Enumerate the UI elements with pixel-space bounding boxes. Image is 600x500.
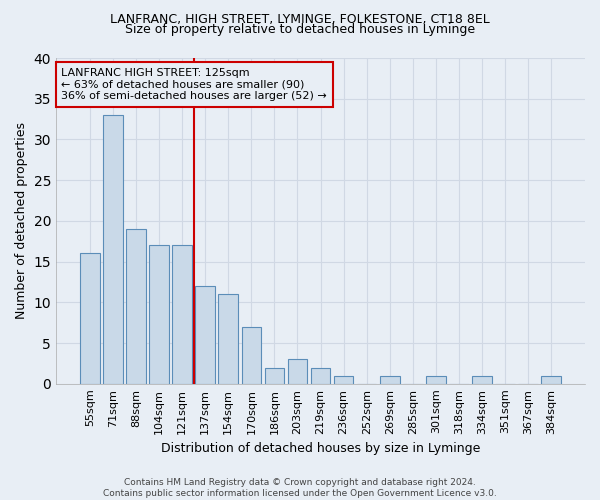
Text: LANFRANC HIGH STREET: 125sqm
← 63% of detached houses are smaller (90)
36% of se: LANFRANC HIGH STREET: 125sqm ← 63% of de… xyxy=(61,68,327,101)
Bar xyxy=(242,327,261,384)
Bar xyxy=(218,294,238,384)
Bar xyxy=(380,376,400,384)
Bar xyxy=(172,246,192,384)
X-axis label: Distribution of detached houses by size in Lyminge: Distribution of detached houses by size … xyxy=(161,442,480,455)
Bar xyxy=(196,286,215,384)
Y-axis label: Number of detached properties: Number of detached properties xyxy=(15,122,28,320)
Bar xyxy=(334,376,353,384)
Bar xyxy=(149,246,169,384)
Bar xyxy=(103,115,123,384)
Text: Contains HM Land Registry data © Crown copyright and database right 2024.
Contai: Contains HM Land Registry data © Crown c… xyxy=(103,478,497,498)
Bar xyxy=(80,254,100,384)
Bar xyxy=(311,368,331,384)
Bar xyxy=(126,229,146,384)
Text: LANFRANC, HIGH STREET, LYMINGE, FOLKESTONE, CT18 8EL: LANFRANC, HIGH STREET, LYMINGE, FOLKESTO… xyxy=(110,12,490,26)
Bar xyxy=(287,360,307,384)
Bar xyxy=(265,368,284,384)
Bar xyxy=(541,376,561,384)
Bar xyxy=(426,376,446,384)
Bar xyxy=(472,376,492,384)
Text: Size of property relative to detached houses in Lyminge: Size of property relative to detached ho… xyxy=(125,22,475,36)
